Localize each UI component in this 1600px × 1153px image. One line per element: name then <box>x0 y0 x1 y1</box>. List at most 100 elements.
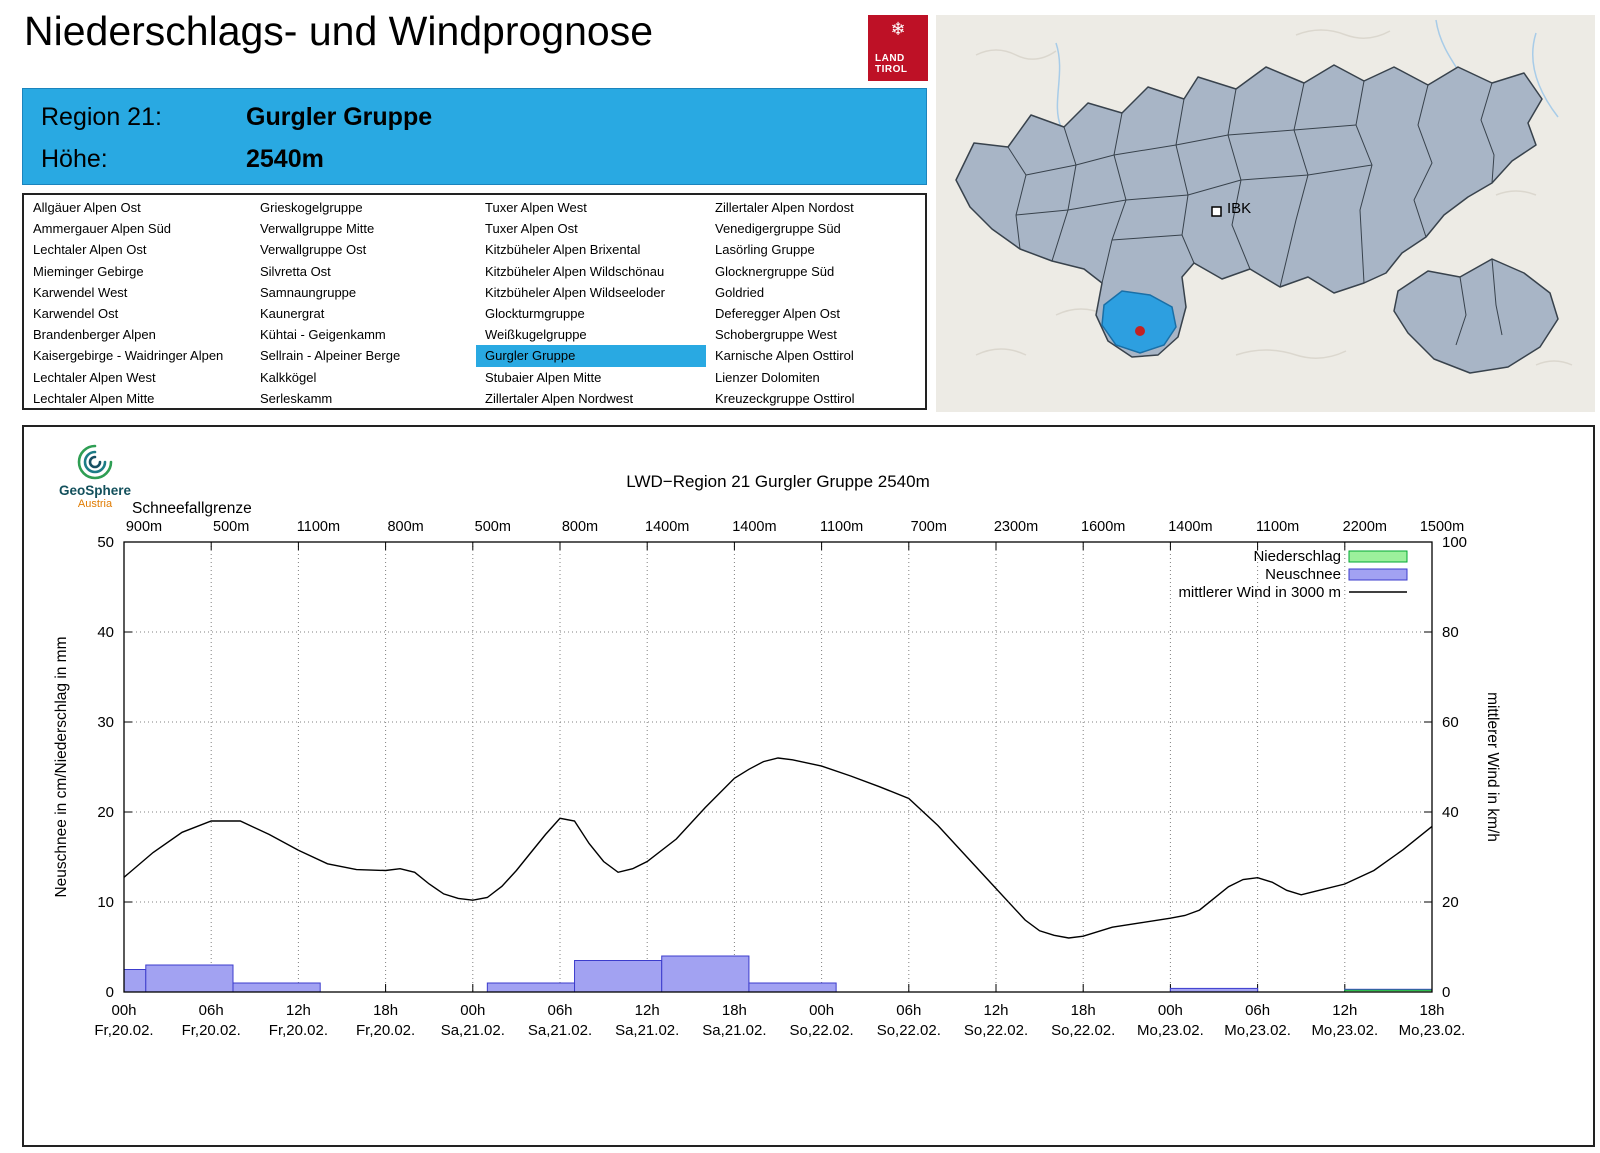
region-list-item[interactable]: Karwendel Ost <box>33 305 119 321</box>
y-right-tick-label: 100 <box>1442 534 1467 551</box>
region-list-item[interactable]: Stubaier Alpen Mitte <box>485 369 602 385</box>
selected-region-marker <box>1135 326 1145 336</box>
map-region-selected[interactable] <box>1101 290 1177 354</box>
region-list-column: Zillertaler Alpen Nordost Venedigergruppe… <box>706 197 925 409</box>
forecast-chart: LWD−Region 21 Gurgler Gruppe 2540m Schnee… <box>53 472 1501 1039</box>
x-tick-date: So,22.02. <box>877 1022 941 1039</box>
region-list-item[interactable]: Kitzbüheler Alpen Wildschönau <box>485 263 665 279</box>
x-tick-date: Sa,21.02. <box>702 1022 766 1039</box>
region-list: Allgäuer Alpen Ost Ammergauer Alpen Süd Le… <box>22 193 927 410</box>
snowline-value: 1400m <box>645 519 689 535</box>
region-list-item-selected[interactable]: Gurgler Gruppe <box>476 345 706 367</box>
legend-label: Niederschlag <box>1253 548 1341 565</box>
region-list-item[interactable]: Grieskogelgruppe <box>260 200 363 215</box>
x-tick-hour: 12h <box>983 1002 1008 1019</box>
x-tick-hour: 18h <box>722 1002 747 1019</box>
region-list-item[interactable]: Brandenberger Alpen <box>33 327 156 343</box>
snowline-value: 800m <box>562 519 598 535</box>
neuschnee-bar <box>748 982 837 993</box>
plot-border <box>123 541 1433 993</box>
legend-swatch-box <box>1348 568 1408 581</box>
region-list-item[interactable]: Allgäuer Alpen Ost <box>33 200 141 215</box>
x-tick-date: Sa,21.02. <box>615 1022 679 1039</box>
region-list-item[interactable]: Venedigergruppe Süd <box>715 221 841 237</box>
region-list-item[interactable]: Mieminger Gebirge <box>33 263 144 279</box>
neuschnee-bar <box>123 969 147 993</box>
region-list-item[interactable]: Sellrain - Alpeiner Berge <box>260 348 401 364</box>
y-left-tick-label: 10 <box>97 894 114 911</box>
land-tirol-logo: ❄ LAND TIROL <box>868 15 928 81</box>
region-list-item[interactable]: Glocknergruppe Süd <box>715 263 835 279</box>
region-list-item[interactable]: Lechtaler Alpen Ost <box>33 242 147 258</box>
geosphere-name: GeoSphere <box>58 483 132 498</box>
region-list-item[interactable]: Lienzer Dolomiten <box>715 369 820 385</box>
x-tick-date: Fr,20.02. <box>269 1022 328 1039</box>
wind-line <box>123 757 1433 939</box>
region-list-item[interactable]: Verwallgruppe Mitte <box>260 221 375 237</box>
altitude-info-row: Höhe: 2540m <box>23 138 926 180</box>
region-list-item[interactable]: Kaunergrat <box>260 305 325 321</box>
region-list-item[interactable]: Silvretta Ost <box>260 263 331 279</box>
logo-line-tirol: TIROL <box>875 64 908 75</box>
region-list-item[interactable]: Kühtai - Geigenkamm <box>260 327 386 343</box>
y-right-tick-label: 80 <box>1442 624 1459 641</box>
geosphere-logo-icon <box>77 444 113 480</box>
snowline-value: 1400m <box>732 519 776 535</box>
snowline-value: 2300m <box>994 519 1038 535</box>
region-list-item[interactable]: Schobergruppe West <box>715 327 837 343</box>
snowline-value: 1600m <box>1081 519 1125 535</box>
region-list-item[interactable]: Verwallgruppe Ost <box>260 242 367 258</box>
neuschnee-bar <box>486 982 576 993</box>
region-list-item[interactable]: Ammergauer Alpen Süd <box>33 221 172 237</box>
y-right-tick-label: 20 <box>1442 894 1459 911</box>
snowline-value: 700m <box>911 519 947 535</box>
y-right-tick-label: 0 <box>1442 984 1450 1001</box>
region-list-item[interactable]: Kaisergebirge - Waidringer Alpen <box>33 348 224 364</box>
neuschnee-bar <box>232 982 321 993</box>
region-list-item[interactable]: Lasörling Gruppe <box>715 242 815 258</box>
region-list-item[interactable]: Serleskamm <box>260 390 333 406</box>
region-list-item[interactable]: Kitzbüheler Alpen Brixental <box>485 242 641 258</box>
ibk-marker <box>1211 206 1222 217</box>
tirol-map: IBK <box>936 15 1595 412</box>
y-left-axis-label: Neuschnee in cm/Niederschlag in mm <box>53 636 70 897</box>
x-tick-date: So,22.02. <box>789 1022 853 1039</box>
x-tick-date: Sa,21.02. <box>441 1022 505 1039</box>
geosphere-sub: Austria <box>77 498 113 510</box>
x-tick-hour: 06h <box>547 1002 572 1019</box>
region-list-item[interactable]: Kreuzeckgruppe Osttirol <box>715 390 855 406</box>
snowline-value: 1400m <box>1168 519 1212 535</box>
x-tick-hour: 00h <box>460 1002 485 1019</box>
region-info-box: Region 21: Gurgler Gruppe Höhe: 2540m <box>22 88 927 185</box>
snowline-value: 1100m <box>297 519 340 535</box>
x-tick-date: Mo,23.02. <box>1399 1022 1466 1039</box>
region-list-column: Grieskogelgruppe Verwallgruppe Mitte Verwa… <box>251 197 476 409</box>
region-list-item[interactable]: Zillertaler Alpen Nordost <box>715 200 854 215</box>
land-tirol-logo-text: LAND TIROL <box>875 53 908 75</box>
region-list-item[interactable]: Tuxer Alpen West <box>485 200 587 215</box>
x-tick-date: Mo,23.02. <box>1311 1022 1378 1039</box>
region-list-item[interactable]: Glockturmgruppe <box>485 305 585 321</box>
snowline-value: 1500m <box>1420 519 1464 535</box>
region-list-item[interactable]: Karnische Alpen Osttirol <box>715 348 854 364</box>
snowline-value: 1100m <box>820 519 863 535</box>
region-list-item[interactable]: Kalkkögel <box>260 369 317 385</box>
map-region-east-tirol[interactable] <box>1393 258 1559 374</box>
region-list-item[interactable]: Lechtaler Alpen Mitte <box>33 390 155 406</box>
region-list-item[interactable]: Samnaungruppe <box>260 284 357 300</box>
region-list-item[interactable]: Deferegger Alpen Ost <box>715 305 841 321</box>
map-region-north-tirol[interactable] <box>955 64 1543 358</box>
logo-line-land: LAND <box>875 53 905 64</box>
region-list-item[interactable]: Zillertaler Alpen Nordwest <box>485 390 634 406</box>
legend-swatch-box <box>1348 550 1408 563</box>
region-list-item[interactable]: Kitzbüheler Alpen Wildseeloder <box>485 284 665 300</box>
region-list-item[interactable]: Karwendel West <box>33 284 128 300</box>
region-list-item[interactable]: Tuxer Alpen Ost <box>485 221 578 237</box>
y-left-tick-label: 30 <box>97 714 114 731</box>
region-list-item[interactable]: Weißkugelgruppe <box>485 327 587 343</box>
region-list-item[interactable]: Goldried <box>715 284 765 300</box>
x-tick-hour: 06h <box>199 1002 224 1019</box>
region-list-item[interactable]: Lechtaler Alpen West <box>33 369 156 385</box>
x-tick-date: So,22.02. <box>1051 1022 1115 1039</box>
snowline-value: 500m <box>213 519 249 535</box>
